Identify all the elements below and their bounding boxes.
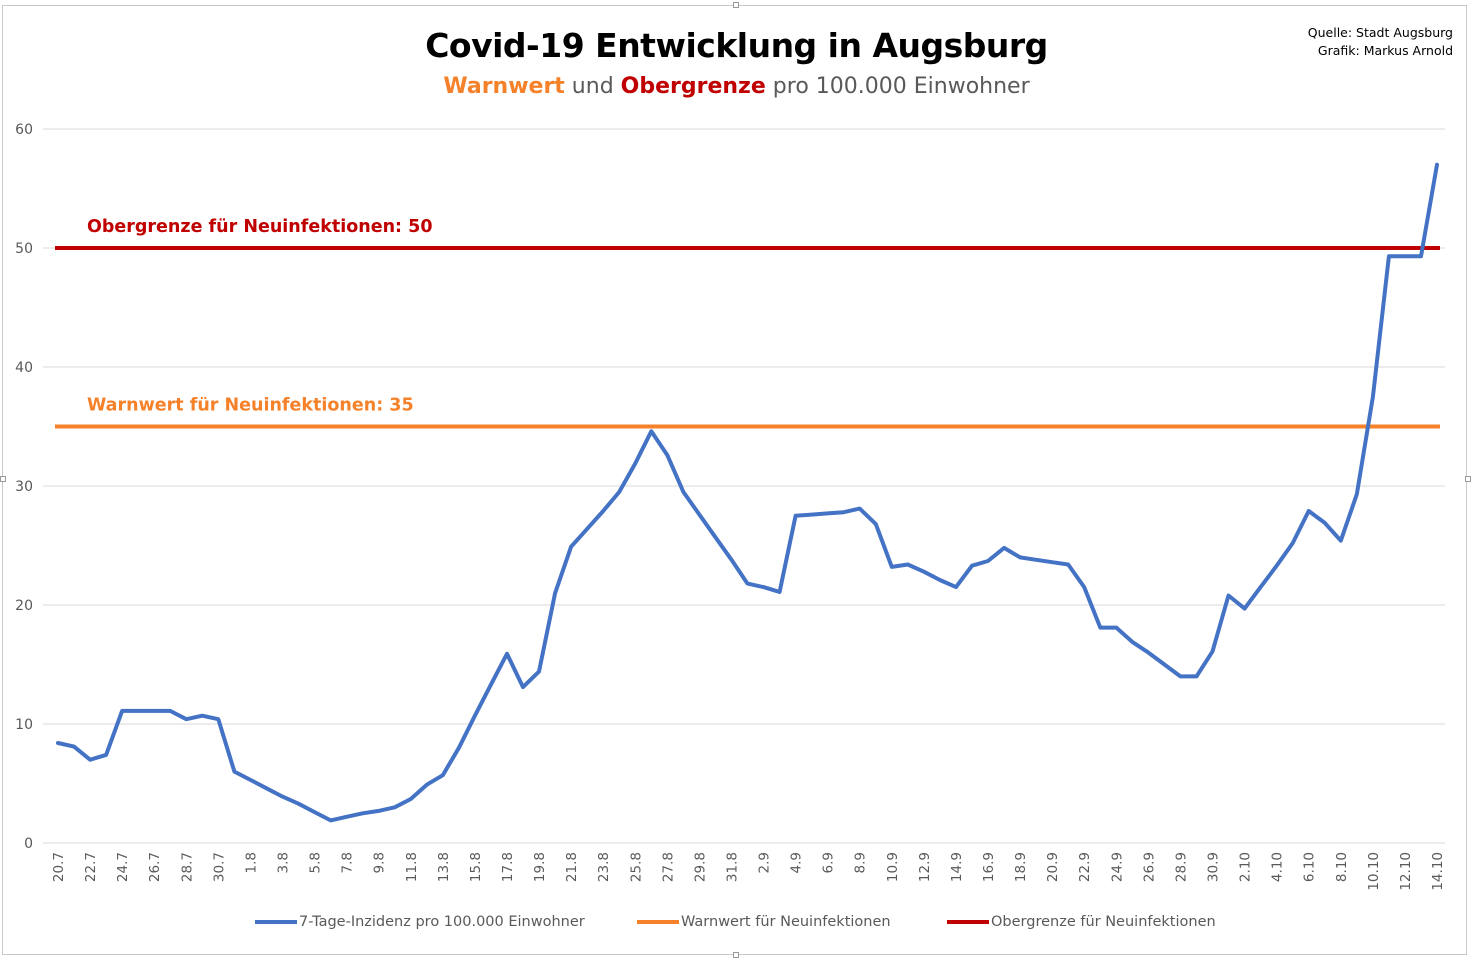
x-tick-label: 12.9	[917, 852, 933, 882]
x-tick-label: 6.9	[821, 852, 837, 873]
x-tick-label: 17.8	[500, 852, 516, 882]
x-tick-label: 26.9	[1141, 852, 1157, 882]
x-tick-label: 6.10	[1302, 852, 1318, 882]
x-tick-label: 24.9	[1109, 852, 1125, 882]
source-note: Quelle: Stadt Augsburg Grafik: Markus Ar…	[1308, 24, 1453, 60]
legend-item-limit: Obergrenze für Neuinfektionen	[947, 914, 1216, 930]
x-tick-label: 9.8	[372, 852, 388, 873]
x-tick-label: 18.9	[1013, 852, 1029, 882]
x-tick-label: 3.8	[275, 852, 291, 873]
subtitle-obergrenze: Obergrenze	[620, 74, 766, 99]
resize-handle-bottom[interactable]	[733, 952, 739, 958]
subtitle-und: und	[564, 74, 621, 99]
y-tick-label: 20	[15, 598, 33, 614]
x-tick-label: 5.8	[308, 852, 324, 873]
y-tick-label: 30	[15, 479, 33, 495]
legend-swatch-warn	[637, 920, 679, 924]
subtitle-warnwert: Warnwert	[443, 74, 565, 99]
legend-label-warn: Warnwert für Neuinfektionen	[681, 914, 891, 930]
legend-item-warn: Warnwert für Neuinfektionen	[637, 914, 891, 930]
y-tick-label: 10	[15, 717, 33, 733]
x-tick-label: 16.9	[981, 852, 997, 882]
x-tick-label: 29.8	[692, 852, 708, 882]
x-tick-label: 11.8	[404, 852, 420, 882]
subtitle-rest: pro 100.000 Einwohner	[765, 74, 1030, 99]
warn-reference-label: Warnwert für Neuinfektionen: 35	[87, 396, 414, 416]
x-tick-label: 22.7	[83, 852, 99, 882]
resize-handle-right[interactable]	[1465, 476, 1471, 482]
x-tick-label: 1.8	[243, 852, 259, 873]
y-tick-label: 40	[15, 360, 33, 376]
legend-label-limit: Obergrenze für Neuinfektionen	[991, 914, 1216, 930]
x-tick-label: 26.7	[147, 852, 163, 882]
legend-label-incidence: 7-Tage-Inzidenz pro 100.000 Einwohner	[299, 914, 585, 930]
legend-item-incidence: 7-Tage-Inzidenz pro 100.000 Einwohner	[255, 914, 585, 930]
x-tick-label: 19.8	[532, 852, 548, 882]
x-tick-label: 28.9	[1173, 852, 1189, 882]
x-tick-label: 14.10	[1430, 852, 1446, 891]
credit-line: Grafik: Markus Arnold	[1317, 43, 1453, 58]
limit-reference-label: Obergrenze für Neuinfektionen: 50	[87, 217, 433, 237]
resize-handle-left[interactable]	[0, 476, 6, 482]
x-tick-label: 30.7	[211, 852, 227, 882]
source-line: Quelle: Stadt Augsburg	[1307, 25, 1453, 40]
x-tick-label: 24.7	[115, 852, 131, 882]
x-tick-label: 7.8	[340, 852, 356, 873]
x-tick-label: 10.10	[1366, 852, 1382, 891]
x-tick-label: 28.7	[179, 852, 195, 882]
chart-frame	[2, 5, 1467, 955]
x-tick-label: 8.9	[853, 852, 869, 873]
x-tick-label: 14.9	[949, 852, 965, 882]
x-tick-label: 20.7	[51, 852, 67, 882]
chart-subtitle: Warnwert und Obergrenze pro 100.000 Einw…	[0, 74, 1473, 99]
x-tick-label: 8.10	[1334, 852, 1350, 882]
x-tick-label: 27.8	[660, 852, 676, 882]
x-tick-label: 25.8	[628, 852, 644, 882]
y-tick-label: 50	[15, 241, 33, 257]
x-tick-label: 31.8	[724, 852, 740, 882]
x-tick-label: 23.8	[596, 852, 612, 882]
incidence-series-line	[56, 162, 1439, 823]
legend-swatch-limit	[947, 920, 989, 924]
x-tick-label: 2.9	[757, 852, 773, 873]
x-tick-label: 15.8	[468, 852, 484, 882]
y-tick-label: 0	[24, 836, 33, 852]
x-tick-label: 30.9	[1206, 852, 1222, 882]
legend-swatch-incidence	[255, 920, 297, 924]
y-tick-label: 60	[15, 122, 33, 138]
chart-title: Covid-19 Entwicklung in Augsburg	[425, 26, 1048, 65]
x-tick-label: 21.8	[564, 852, 580, 882]
x-tick-label: 4.10	[1270, 852, 1286, 882]
x-tick-label: 22.9	[1077, 852, 1093, 882]
x-tick-label: 13.8	[436, 852, 452, 882]
x-tick-label: 12.10	[1398, 852, 1414, 891]
resize-handle-top[interactable]	[733, 2, 739, 8]
x-tick-label: 2.10	[1238, 852, 1254, 882]
x-tick-label: 10.9	[885, 852, 901, 882]
x-tick-label: 4.9	[789, 852, 805, 873]
x-tick-label: 20.9	[1045, 852, 1061, 882]
